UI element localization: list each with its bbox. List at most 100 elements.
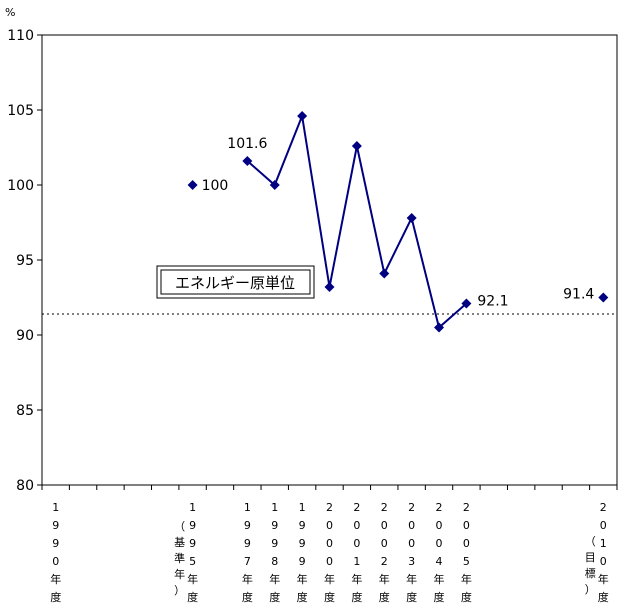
x-tick-label: 0 [408, 519, 415, 532]
legend-label: エネルギー原単位 [175, 274, 295, 292]
x-tick-label: 9 [189, 519, 196, 532]
x-tick-label: 3 [408, 555, 415, 568]
x-tick-label: 0 [326, 555, 333, 568]
x-tick-label: 1 [271, 501, 278, 514]
y-tick-label: 110 [7, 28, 34, 44]
data-point-marker [461, 298, 472, 309]
series-group: 100 101.6 92.1 91.4 [187, 111, 609, 333]
data-point-marker [187, 180, 198, 190]
x-tick-annotation: 年 [174, 567, 185, 581]
x-tick-label: 2 [436, 501, 443, 514]
x-tick-label: 9 [271, 537, 278, 550]
data-point-marker [406, 213, 417, 223]
x-tick-label: 9 [52, 537, 59, 550]
legend-inner-box [160, 269, 311, 295]
x-tick-labels: 1990年度1995年度（基準年）1997年度1998年度1999年度2000年… [50, 501, 609, 604]
x-tick-annotation: ） [174, 584, 185, 597]
plot-area-border [41, 34, 618, 486]
x-tick-label: 度 [434, 590, 445, 604]
x-tick-label: 9 [189, 537, 196, 550]
y-tick-label: 95 [16, 253, 34, 269]
x-tick-annotation: 基 [174, 536, 185, 549]
x-tick-label: 1 [353, 555, 360, 568]
y-tick-label: 90 [16, 328, 34, 344]
x-tick-label: 年 [324, 572, 335, 586]
data-point-marker [434, 322, 445, 333]
x-tick-label: 0 [600, 519, 607, 532]
data-label: 101.6 [227, 136, 267, 152]
data-label: 92.1 [477, 294, 508, 310]
data-point-marker [351, 141, 362, 151]
x-tick-label: 度 [598, 590, 609, 604]
x-tick-label: 7 [244, 555, 251, 568]
x-tick-annotation: 目 [585, 551, 596, 564]
data-point-marker [242, 156, 253, 166]
x-tick-label: 度 [50, 590, 61, 604]
x-tick-label: 年 [461, 572, 472, 586]
x-tick-label: 0 [381, 537, 388, 550]
x-tick-label: 9 [299, 555, 306, 568]
data-label: 100 [202, 178, 229, 194]
x-tick-label: 度 [406, 590, 417, 604]
data-point-marker [379, 268, 390, 279]
x-tick-label: 1 [189, 501, 196, 514]
x-tick-label: 9 [271, 519, 278, 532]
x-tick-label: 1 [244, 501, 251, 514]
x-tick-label: 2 [381, 501, 388, 514]
x-tick-label: 0 [436, 537, 443, 550]
y-axis-unit: % [5, 6, 15, 19]
x-tick-label: 0 [353, 537, 360, 550]
data-point-marker [598, 292, 609, 303]
x-tick-label: 度 [379, 590, 390, 604]
x-tick-label: 年 [434, 572, 445, 586]
x-tick-label: 2 [600, 501, 607, 514]
x-tick-label: 2 [326, 501, 333, 514]
x-tick-label: 5 [189, 555, 196, 568]
x-tick-label: 度 [351, 590, 362, 604]
x-tick-label: 度 [242, 590, 253, 604]
y-tick-label: 105 [7, 103, 34, 119]
x-tick-label: 1 [600, 537, 607, 550]
x-tick-label: 年 [269, 572, 280, 586]
x-tick-label: 2 [353, 501, 360, 514]
x-tick-label: 年 [297, 572, 308, 586]
x-tick-label: 度 [297, 590, 308, 604]
x-tick-label: 0 [52, 555, 59, 568]
x-tick-label: 9 [244, 519, 251, 532]
x-tick-label: 度 [269, 590, 280, 604]
x-tick-label: 0 [408, 537, 415, 550]
axes: 80 85 90 95 100 105 110 [7, 28, 618, 494]
x-tick-label: 2 [408, 501, 415, 514]
x-tick-label: 年 [187, 572, 198, 586]
x-tick-label: 2 [463, 501, 470, 514]
data-label: 91.4 [563, 287, 594, 303]
x-tick-label: 9 [244, 537, 251, 550]
data-point-marker [269, 180, 280, 190]
y-tick-label: 85 [16, 403, 34, 419]
x-tick-annotation: 標 [585, 566, 596, 580]
x-tick-label: 1 [52, 501, 59, 514]
x-tick-label: 4 [436, 555, 443, 568]
x-tick-label: 年 [379, 572, 390, 586]
x-tick-label: 5 [463, 555, 470, 568]
x-tick-label: 9 [52, 519, 59, 532]
x-tick-label: 年 [242, 572, 253, 586]
x-tick-label: 年 [351, 572, 362, 586]
data-point-marker [324, 282, 335, 292]
x-tick-label: 9 [299, 519, 306, 532]
x-tick-label: 8 [271, 555, 278, 568]
x-tick-label: 度 [324, 590, 335, 604]
x-tick-label: 度 [187, 590, 198, 604]
x-tick-label: 0 [463, 537, 470, 550]
x-tick-annotation: （ [585, 535, 596, 548]
x-tick-label: 0 [463, 519, 470, 532]
x-tick-label: 0 [353, 519, 360, 532]
y-tick-label: 80 [16, 478, 34, 494]
x-tick-label: 0 [600, 555, 607, 568]
x-tick-label: 0 [326, 519, 333, 532]
x-tick-label: 度 [461, 590, 472, 604]
x-tick-label: 2 [381, 555, 388, 568]
x-tick-label: 年 [598, 572, 609, 586]
data-point-marker [297, 111, 308, 121]
